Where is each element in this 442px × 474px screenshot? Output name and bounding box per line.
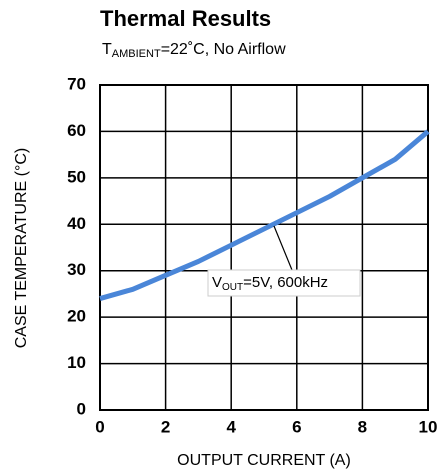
annotation-text: V [212,274,222,291]
y-tick-label: 60 [67,121,86,140]
y-tick-label: 10 [67,353,86,372]
y-axis-label: CASE TEMPERATURE (°C) [13,148,30,349]
annotation: VOUT=5V, 600kHz [212,274,328,293]
plot-frame [99,84,429,411]
annotation-box [207,269,361,297]
x-tick-label: 6 [292,417,301,436]
chart-title: Thermal Results [100,6,271,31]
subtitle-subscript: AMBIENT [112,48,161,60]
y-tick-label: 0 [77,399,86,418]
annotation-subscript: OUT [222,282,243,293]
x-tick-label: 0 [95,417,104,436]
data-line [99,129,430,301]
subtitle-text: T [102,41,112,58]
x-tick-label: 8 [358,417,367,436]
y-tick-label: 50 [67,167,86,186]
x-tick-label: 10 [419,417,438,436]
subtitle-text: =22˚C, No Airflow [161,41,286,58]
x-tick-label: 2 [161,417,170,436]
annotation-leader [273,225,293,271]
x-tick-label: 4 [226,417,236,436]
y-tick-label: 40 [67,214,86,233]
chart-subtitle: TAMBIENT=22˚C, No Airflow [102,41,286,60]
annotation-text: =5V, 600kHz [243,274,328,291]
x-axis-label: OUTPUT CURRENT (A) [177,452,351,469]
y-tick-label: 20 [67,307,86,326]
y-tick-label: 70 [67,74,86,93]
y-tick-label: 30 [67,260,86,279]
